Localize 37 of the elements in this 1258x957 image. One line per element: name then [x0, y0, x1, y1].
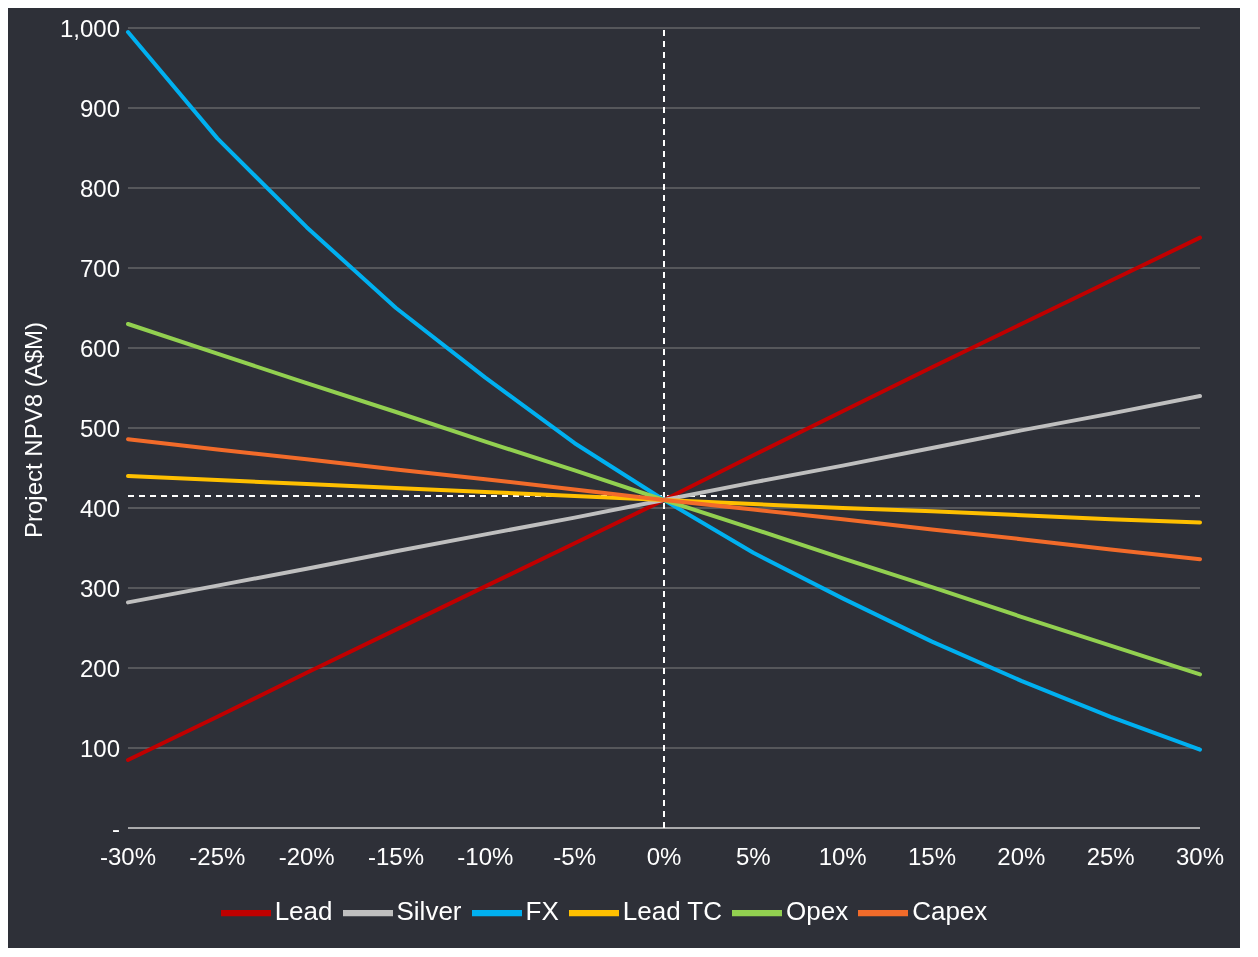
x-tick-label: 30% [1175, 843, 1225, 871]
legend-label: Silver [396, 895, 462, 926]
x-tick-label: 25% [1086, 843, 1135, 871]
x-tick-label: 15% [907, 843, 957, 871]
y-tick-label: 900 [79, 94, 120, 122]
legend-label: Lead [274, 895, 333, 926]
y-tick-label: - [112, 814, 120, 842]
x-tick-label: -10% [457, 843, 514, 871]
y-tick-label: 200 [79, 654, 120, 682]
y-tick-label: 100 [79, 734, 120, 762]
x-tick-label: -5% [553, 843, 597, 871]
line-series [126, 437, 1202, 562]
legend-label: Lead TC [622, 895, 723, 926]
y-tick-label: 1,000 [59, 14, 120, 42]
x-tick-label: -15% [367, 843, 425, 871]
x-tick-label: -20% [278, 843, 335, 871]
x-tick-label: 0% [646, 843, 682, 871]
x-tick-label: -30% [99, 843, 157, 871]
line-series [126, 235, 1202, 762]
line-series [126, 394, 1202, 605]
line-series [126, 30, 1202, 752]
y-tick-label: 800 [79, 174, 120, 202]
line-series [126, 322, 1202, 677]
x-tick-label: 20% [997, 843, 1046, 871]
legend-label: FX [525, 895, 559, 926]
y-tick-label: 300 [79, 574, 120, 602]
line-series [126, 474, 1202, 525]
x-tick-label: -25% [189, 843, 246, 871]
legend-label: Capex [912, 895, 988, 926]
y-axis-title: Project NPV8 (A$M) [19, 321, 47, 538]
x-tick-label: 5% [735, 843, 771, 871]
y-tick-label: 400 [79, 494, 120, 522]
y-tick-label: 600 [79, 334, 120, 362]
y-tick-label: 700 [79, 254, 120, 282]
x-tick-label: 10% [818, 843, 867, 871]
legend-label: Opex [786, 895, 849, 926]
y-tick-label: 500 [79, 414, 120, 442]
